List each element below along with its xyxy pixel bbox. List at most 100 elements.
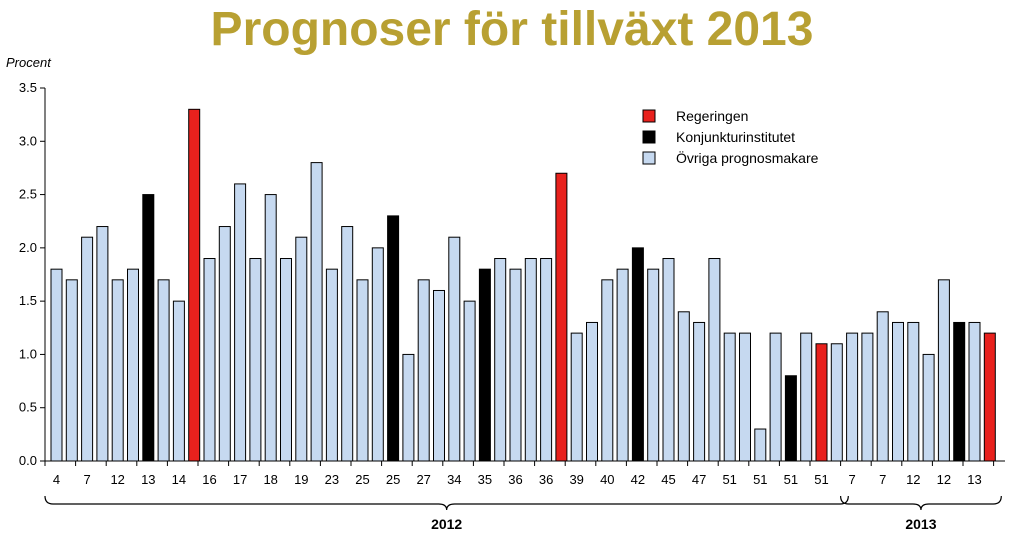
bar-ki <box>953 321 966 462</box>
bars <box>50 108 996 462</box>
legend: Regeringen Konjunkturinstitutet Övriga pro… <box>642 108 819 166</box>
bar-ovriga <box>218 226 231 462</box>
x-tick-label: 51 <box>722 472 736 487</box>
x-tick-label: 7 <box>848 472 855 487</box>
x-tick-label: 19 <box>294 472 308 487</box>
bar-ovriga <box>172 300 185 462</box>
bar-ovriga <box>234 183 247 462</box>
x-tick-label: 7 <box>83 472 90 487</box>
x-tick-label: 16 <box>202 472 216 487</box>
y-tick-label: 2.5 <box>19 187 37 202</box>
x-tick-label: 35 <box>478 472 492 487</box>
bar-ovriga <box>723 332 736 462</box>
bar-ovriga <box>249 258 262 462</box>
y-tick-label: 1.5 <box>19 293 37 308</box>
x-tick-label: 25 <box>355 472 369 487</box>
bar-ovriga <box>800 332 813 462</box>
bar-ovriga <box>708 258 721 462</box>
y-tick-label: 3.5 <box>19 80 37 95</box>
x-tick-label: 12 <box>906 472 920 487</box>
bar-regeringen <box>815 343 828 462</box>
bar-ovriga <box>937 279 950 462</box>
bar-ovriga <box>463 300 476 462</box>
x-tick-label: 51 <box>814 472 828 487</box>
x-tick-label: 34 <box>447 472 461 487</box>
bar-ovriga <box>325 268 338 462</box>
legend-label: Övriga prognosmakare <box>676 149 819 166</box>
bar-ovriga <box>509 268 522 462</box>
bar-ovriga <box>846 332 859 462</box>
x-tick-label: 13 <box>967 472 981 487</box>
bar-ovriga <box>203 258 216 462</box>
year-bracket <box>44 495 849 511</box>
x-tick-label: 18 <box>263 472 277 487</box>
bar-ovriga <box>524 258 537 462</box>
bar-ovriga <box>417 279 430 462</box>
x-tick-label: 23 <box>325 472 339 487</box>
bar-ovriga <box>662 258 675 462</box>
year-bracket <box>840 495 1002 511</box>
bar-ovriga <box>65 279 78 462</box>
bar-ovriga <box>111 279 124 462</box>
x-tick-label: 27 <box>416 472 430 487</box>
bar-ovriga <box>647 268 660 462</box>
y-tick-label: 1.0 <box>19 346 37 361</box>
x-axis: 4 7 12 13 14 16 17 18 19 23 25 25 27 34 35 36 36 39 40 42 45… <box>44 460 1005 487</box>
bar-ovriga <box>693 321 706 462</box>
bar-ovriga <box>739 332 751 462</box>
y-tick-label: 3.0 <box>19 133 37 148</box>
bar-ki <box>784 375 797 462</box>
legend-label: Regeringen <box>676 108 748 124</box>
y-axis: 0.0 0.5 1.0 1.5 2.0 2.5 3.0 3.5 <box>19 80 46 468</box>
bar-ovriga <box>295 236 308 462</box>
bar-ovriga <box>601 279 614 462</box>
x-tick-label: 47 <box>692 472 706 487</box>
bar-ovriga <box>96 226 109 462</box>
bar-ovriga <box>356 279 369 462</box>
bar-ovriga <box>448 236 461 462</box>
legend-swatch-regeringen <box>642 109 656 123</box>
bar-ovriga <box>280 258 292 462</box>
bar-ovriga <box>876 311 889 462</box>
bar-ovriga <box>769 332 782 462</box>
x-tick-label: 39 <box>569 472 583 487</box>
bar-ovriga <box>81 236 94 462</box>
year-label: 2013 <box>905 516 936 532</box>
bar-ki <box>142 194 155 462</box>
bar-ovriga <box>830 343 843 462</box>
bar-ovriga <box>341 226 354 462</box>
bar-ovriga <box>570 332 583 462</box>
bar-ovriga <box>677 311 690 462</box>
bar-ovriga <box>157 279 170 462</box>
bar-ovriga <box>892 321 904 462</box>
bar-ki <box>631 247 644 462</box>
x-tick-label: 13 <box>141 472 155 487</box>
x-tick-label: 7 <box>879 472 886 487</box>
legend-swatch-ki <box>642 130 656 144</box>
bar-ovriga <box>310 162 323 462</box>
legend-label: Konjunkturinstitutet <box>676 129 795 145</box>
y-tick-label: 2.0 <box>19 240 37 255</box>
bar-ovriga <box>371 247 384 462</box>
bar-regeringen <box>188 108 201 462</box>
bar-ovriga <box>922 353 935 462</box>
x-tick-label: 17 <box>233 472 247 487</box>
x-tick-label: 42 <box>631 472 645 487</box>
bar-regeringen <box>983 332 996 462</box>
bar-ovriga <box>494 258 507 462</box>
x-tick-label: 51 <box>753 472 767 487</box>
bar-ovriga <box>264 194 277 462</box>
bar-ovriga <box>586 321 598 462</box>
x-tick-label: 36 <box>539 472 553 487</box>
bar-ovriga <box>540 258 553 462</box>
x-tick-label: 4 <box>53 472 60 487</box>
bar-ovriga <box>616 268 629 462</box>
x-tick-label: 12 <box>110 472 124 487</box>
y-tick-label: 0.5 <box>19 400 37 415</box>
x-tick-label: 25 <box>386 472 400 487</box>
x-tick-label: 45 <box>661 472 675 487</box>
x-tick-label: 14 <box>172 472 186 487</box>
x-tick-label: 51 <box>784 472 798 487</box>
x-tick-label: 36 <box>508 472 522 487</box>
